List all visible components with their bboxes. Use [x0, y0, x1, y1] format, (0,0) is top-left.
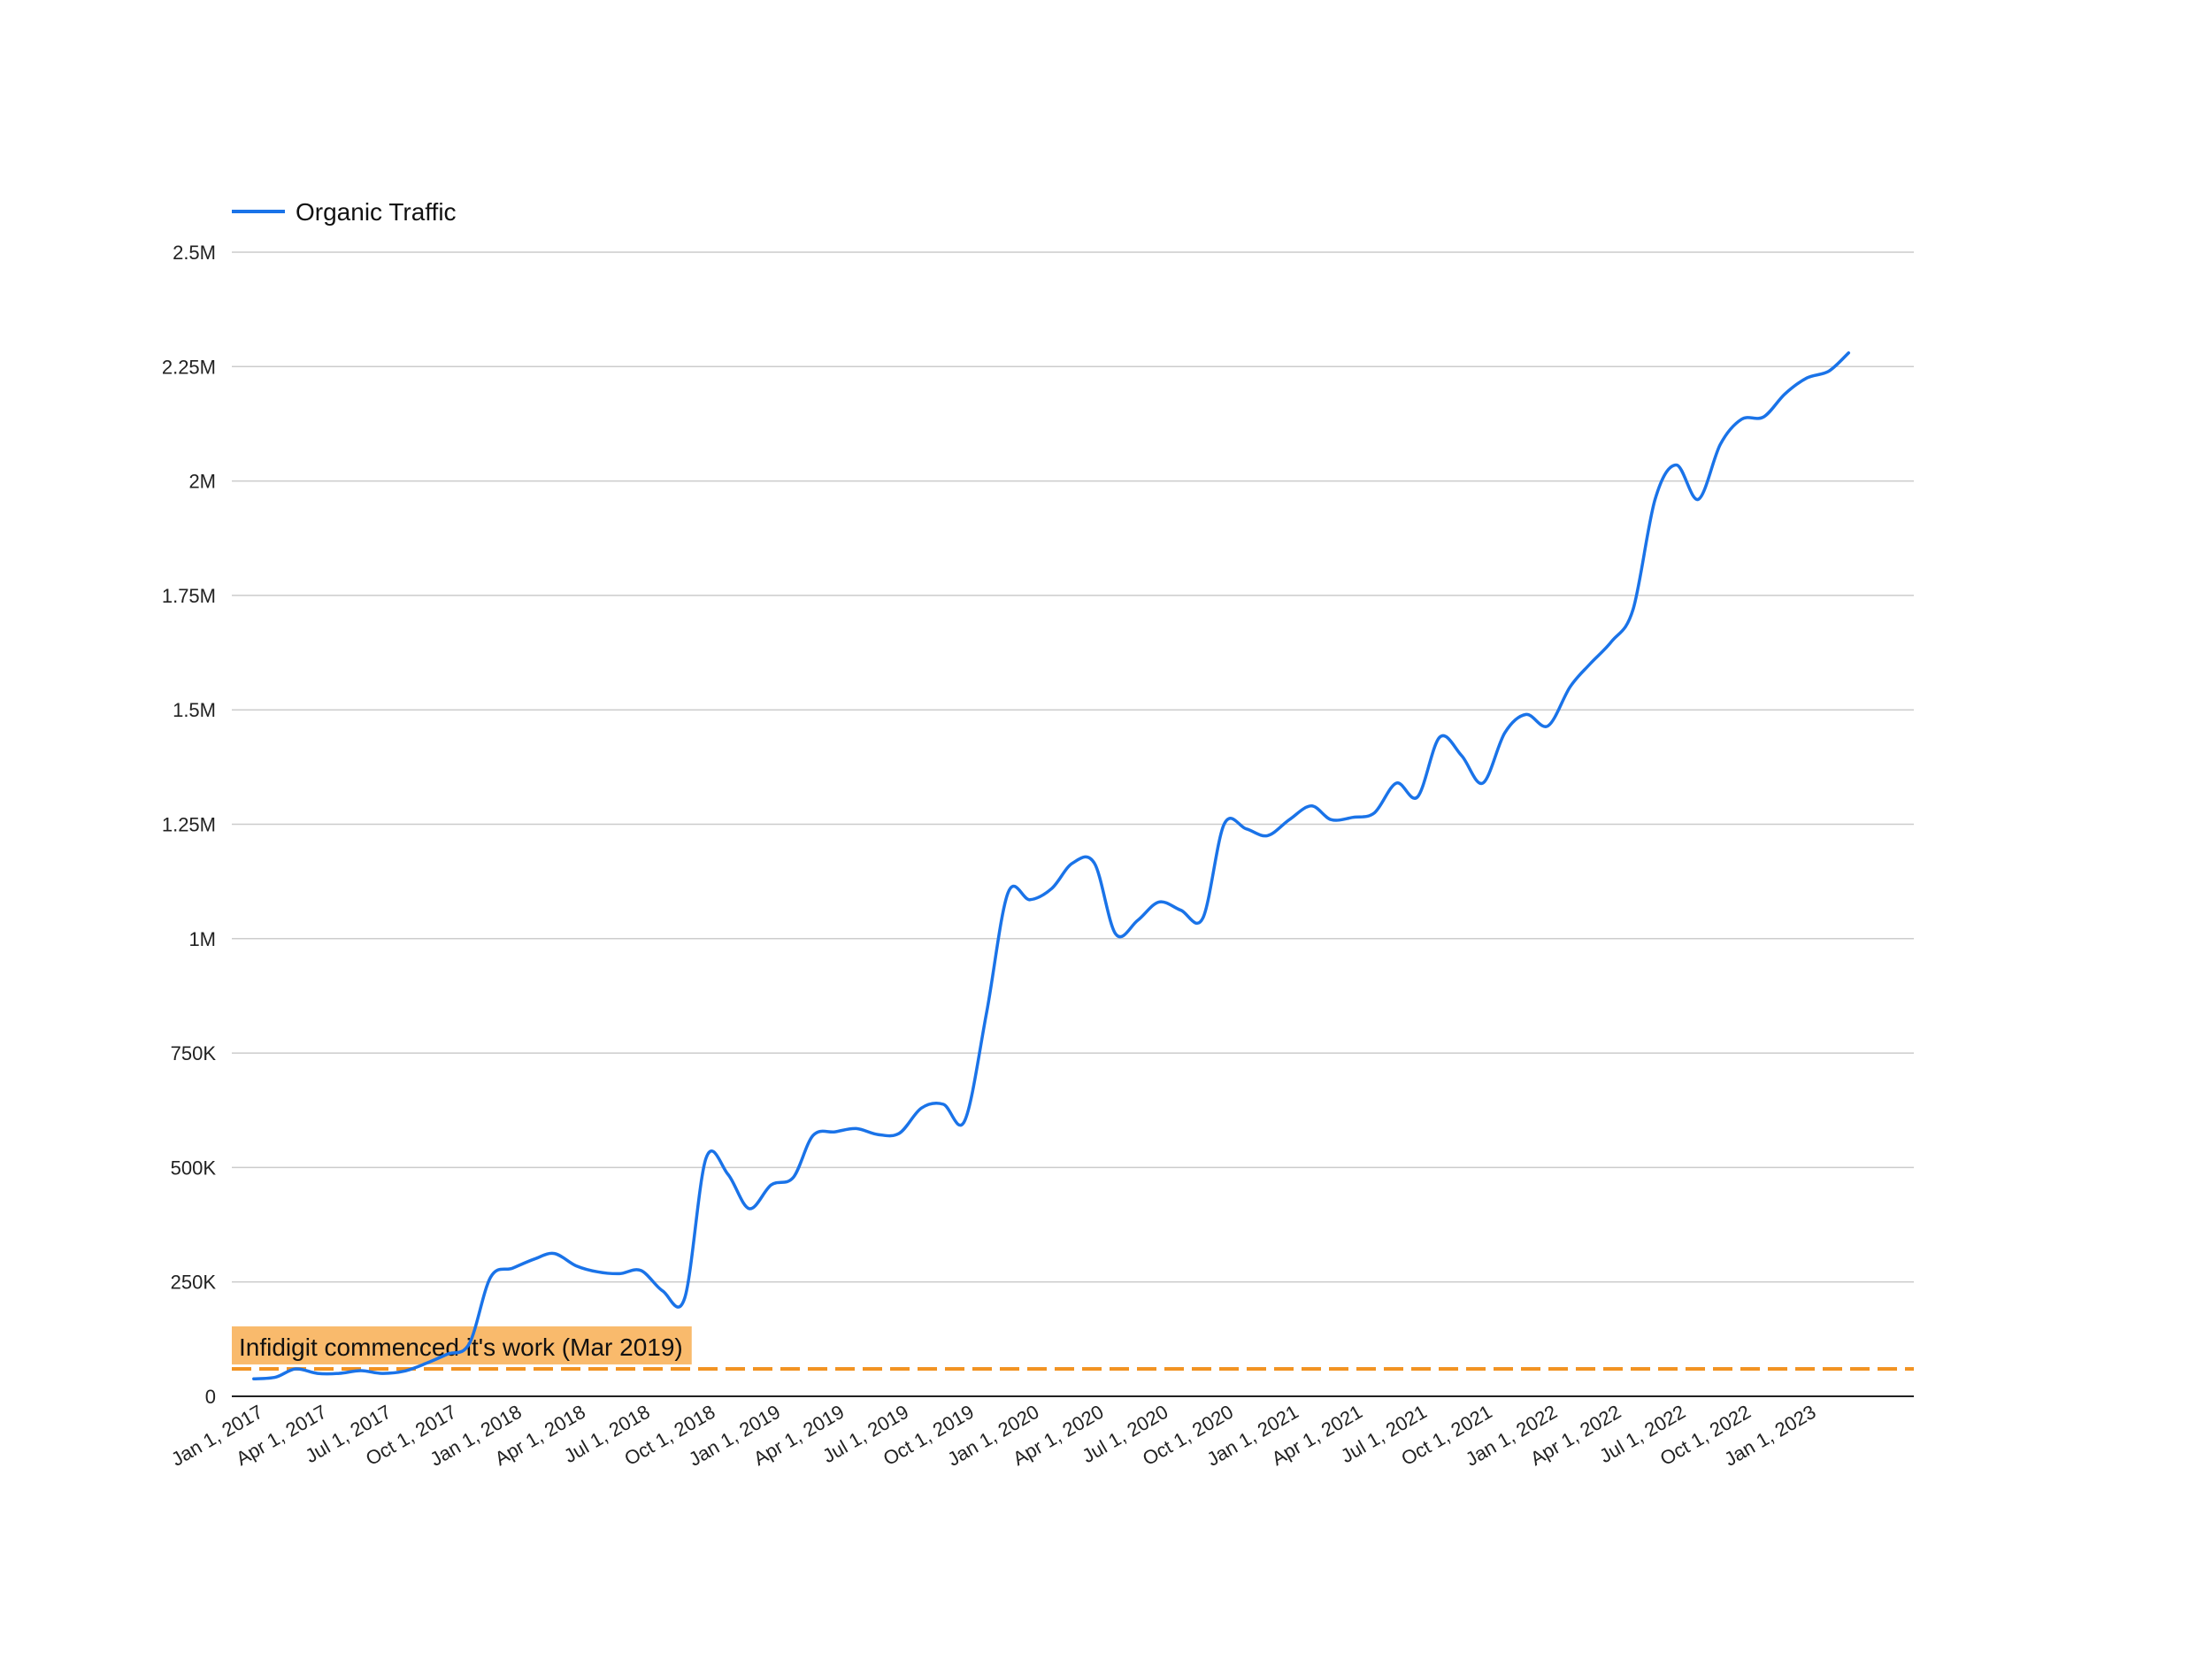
y-tick-label: 1.75M [162, 585, 216, 607]
y-tick-label: 1M [188, 928, 216, 950]
y-tick-label: 750K [171, 1042, 217, 1064]
reference-label: Infidigit commenced it's work (Mar 2019) [239, 1333, 683, 1361]
reference-label-background [232, 1326, 692, 1364]
y-tick-label: 2.5M [173, 242, 216, 264]
y-tick-label: 250K [171, 1272, 217, 1294]
series-line-organic-traffic [252, 351, 1851, 1381]
y-tick-label: 1.5M [173, 699, 216, 721]
y-tick-label: 2.25M [162, 356, 216, 378]
grid-lines [232, 251, 1914, 1283]
legend-label-organic-traffic: Organic Traffic [296, 198, 457, 226]
y-tick-label: 1.25M [162, 814, 216, 836]
reference-annotation: Infidigit commenced it's work (Mar 2019) [232, 1326, 1914, 1371]
y-tick-label: 2M [188, 471, 216, 493]
legend[interactable]: Organic Traffic [232, 198, 457, 226]
y-tick-label: 500K [171, 1157, 217, 1179]
y-tick-label: 0 [205, 1386, 216, 1408]
y-axis-ticks: 0 250K 500K 750K 1M 1.25M 1.5M 1.75M 2M 2.25M 2.5M [162, 242, 216, 1408]
